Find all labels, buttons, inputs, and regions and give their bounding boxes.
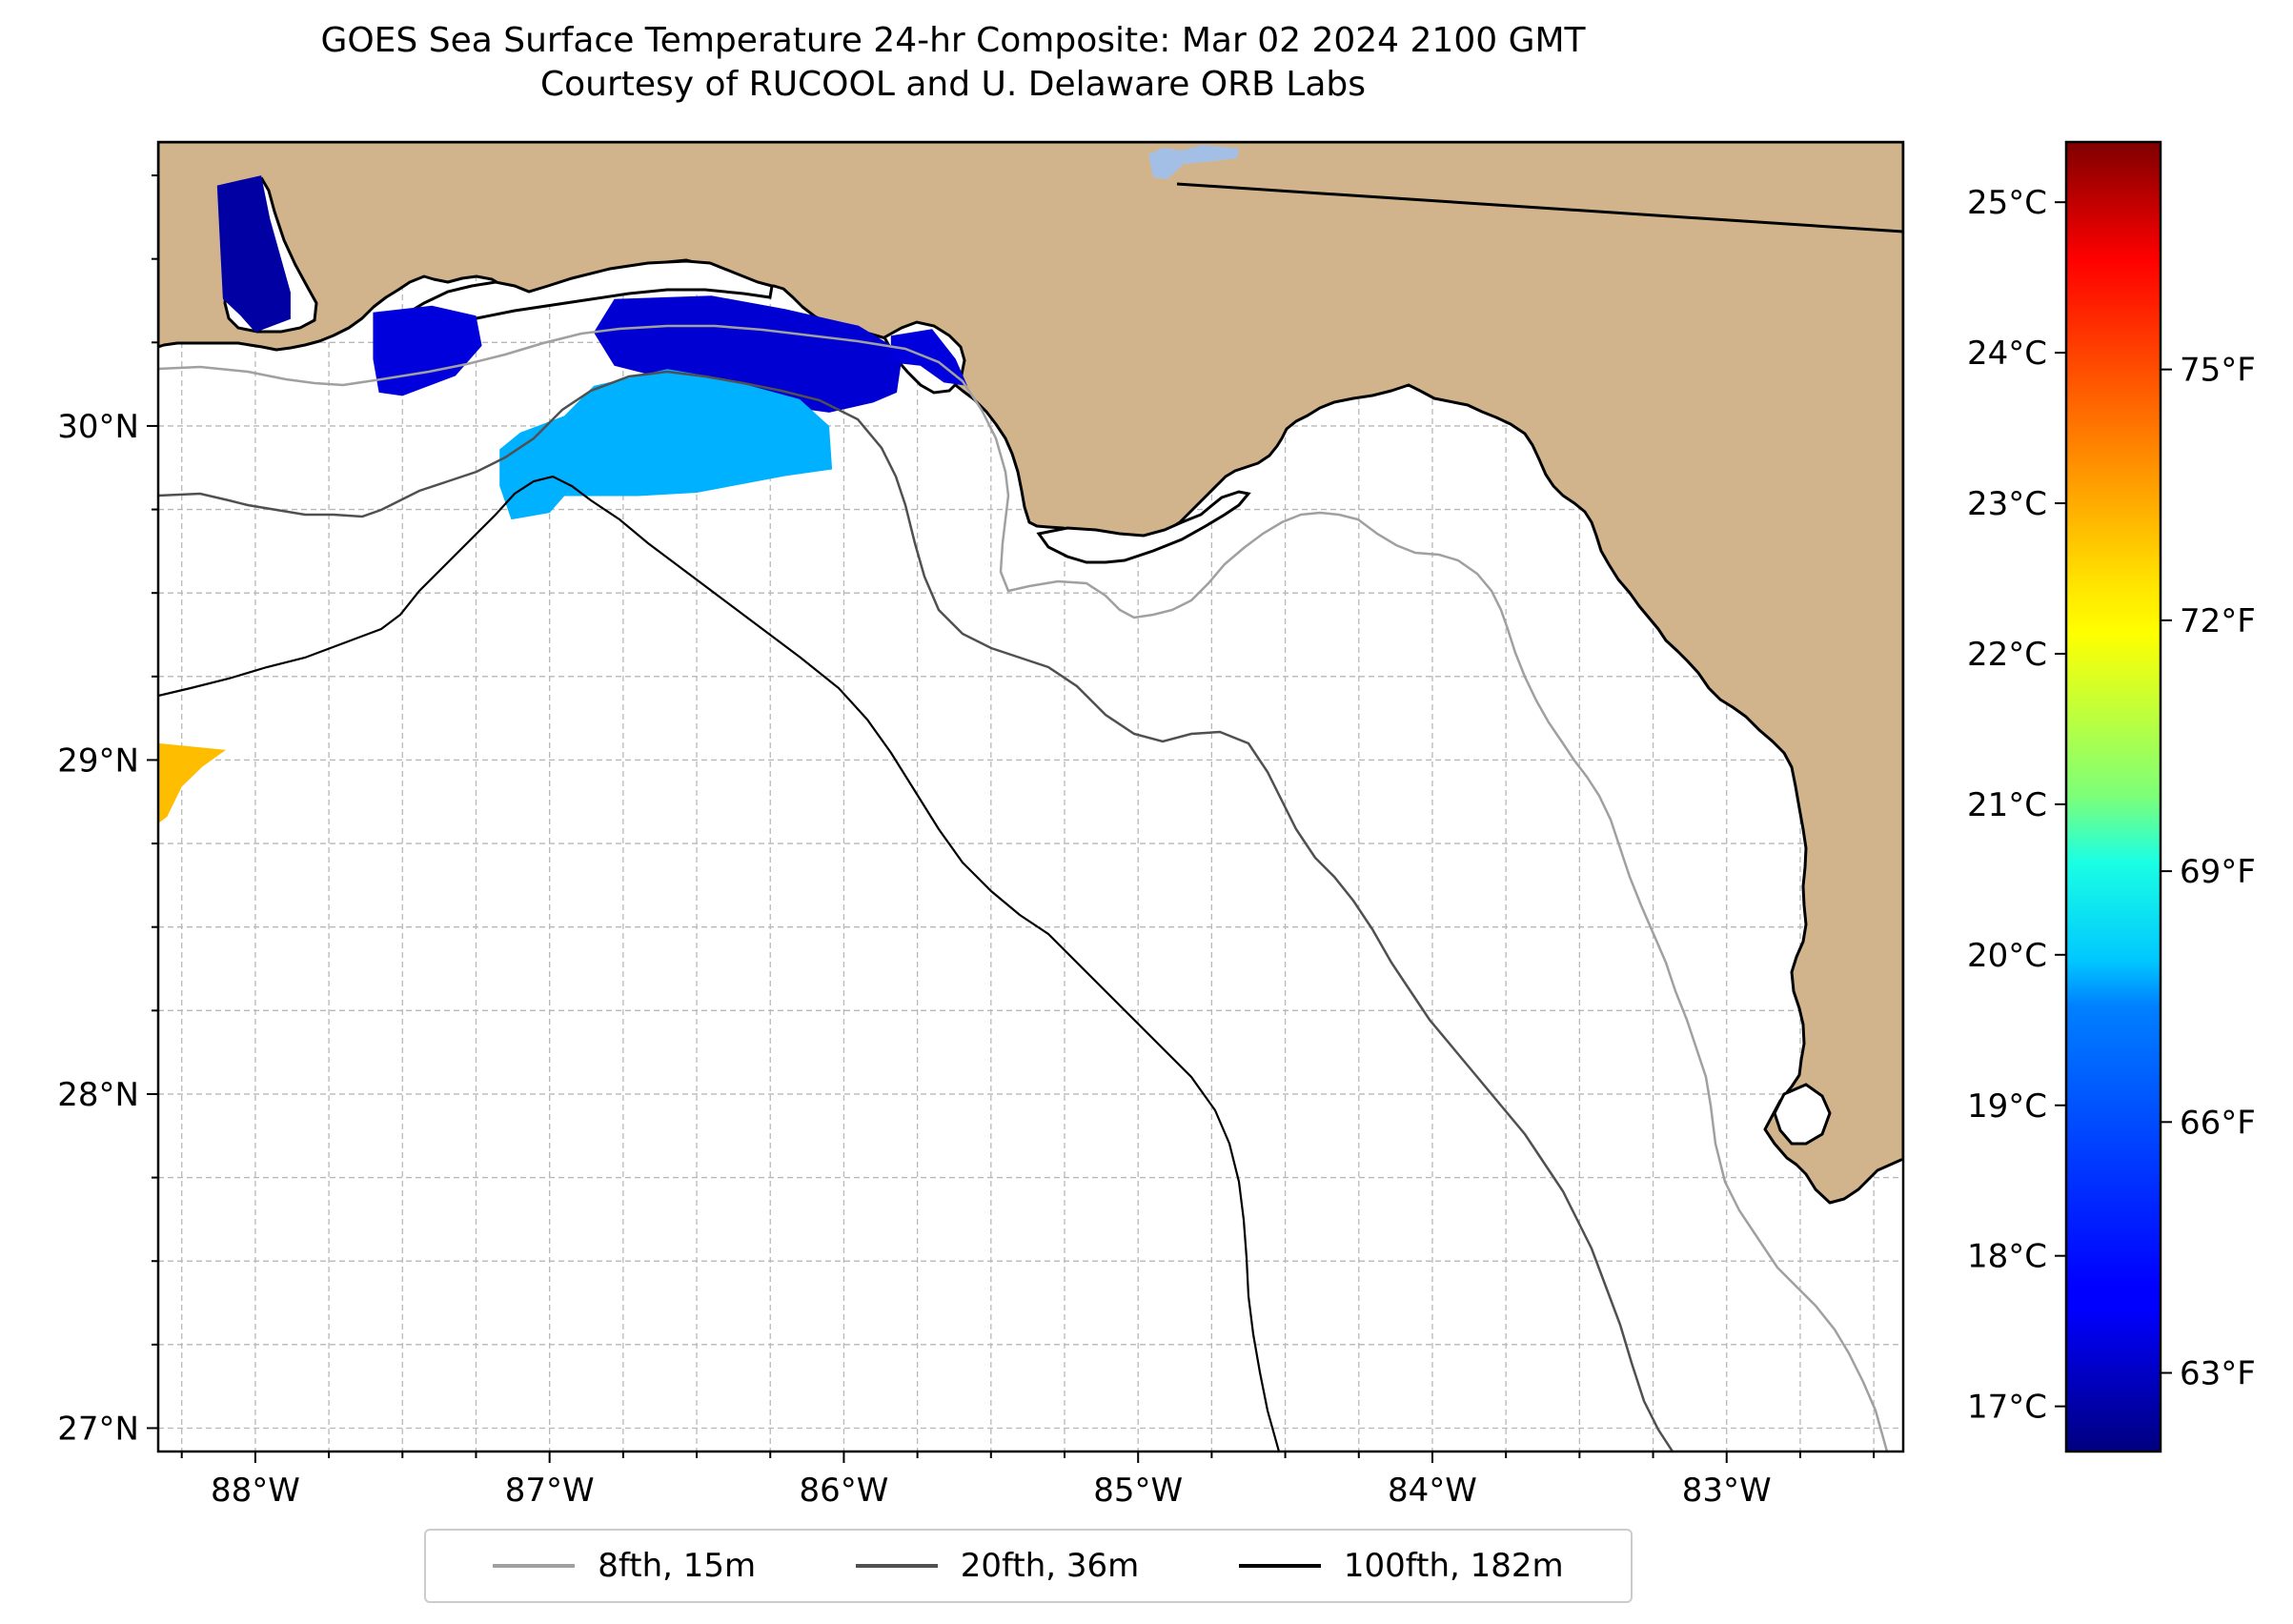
upper-inland-water [1148,145,1239,179]
sst-patch-west-edge-warm [158,742,226,823]
title-line-1: GOES Sea Surface Temperature 24-hr Compo… [320,21,1586,60]
isobath-100fth [158,475,1281,1451]
colorbar-gradient [2066,142,2161,1451]
state-border [1176,182,1903,233]
lat-tick-label: 30°N [57,408,139,446]
legend-item-20fth: 20fth, 36m [855,1547,1140,1585]
lon-tick-label: 86°W [799,1472,888,1510]
celsius-tick-label: 21°C [1967,786,2047,824]
celsius-tick-label: 17°C [1967,1389,2047,1427]
sst-patch-mobile-bay [216,175,291,333]
sst-patches [158,175,968,823]
legend-label-100fth: 100fth, 182m [1343,1547,1564,1585]
fahrenheit-tick-label: 66°F [2180,1104,2256,1142]
colorbar: 17°C 18°C 19°C 20°C 21°C 22°C 23°C 24°C 25°C 63°F… [1967,140,2256,1453]
tampa-bay-water [1773,1083,1832,1146]
lon-tick-label: 84°W [1388,1472,1477,1510]
lat-tick-label: 27°N [57,1410,139,1448]
legend-item-100fth: 100fth, 182m [1238,1547,1564,1585]
sst-patch-perdido-pensacola [373,305,482,396]
celsius-tick-label: 24°C [1967,335,2047,373]
fahrenheit-tick-label: 75°F [2180,352,2256,390]
lat-tick-label: 28°N [57,1076,139,1114]
celsius-tick-label: 19°C [1967,1087,2047,1126]
lon-tick-label: 83°W [1682,1472,1772,1510]
legend-swatch-20fth [855,1564,938,1568]
apalachicola-bay-water [1036,490,1251,564]
chart-title: GOES Sea Surface Temperature 24-hr Compo… [0,19,1906,107]
fahrenheit-tick-label: 72°F [2180,602,2256,640]
fahrenheit-tick-label: 63°F [2180,1355,2256,1393]
legend-swatch-8fth [493,1564,576,1568]
map-panel [158,142,1903,1451]
colorbar-frame [2064,140,2162,1453]
legend-swatch-100fth [1238,1564,1321,1568]
legend-label-20fth: 20fth, 36m [960,1547,1140,1585]
fahrenheit-tick-label: 69°F [2180,853,2256,891]
legend-item-8fth: 8fth, 15m [493,1547,756,1585]
pensacola-bay-water [402,259,774,330]
celsius-tick-label: 20°C [1967,937,2047,975]
sst-patch-destin-shelf [499,369,833,520]
lat-tick-label: 29°N [57,741,139,780]
title-line-2: Courtesy of RUCOOL and U. Delaware ORB L… [539,65,1367,104]
colorbar-ticks: 17°C 18°C 19°C 20°C 21°C 22°C 23°C 24°C 25°C 63°F… [1967,184,2256,1426]
celsius-tick-label: 18°C [1967,1238,2047,1276]
map-frame [156,140,1905,1453]
celsius-tick-label: 22°C [1967,636,2047,674]
legend-label-8fth: 8fth, 15m [598,1547,757,1585]
lon-tick-label: 88°W [211,1472,300,1510]
isobath-legend: 8fth, 15m 20fth, 36m 100fth, 182m [424,1529,1633,1603]
celsius-tick-label: 23°C [1967,485,2047,523]
lon-tick-label: 87°W [505,1472,595,1510]
isobath-8fth [158,324,1889,1451]
lon-tick-label: 85°W [1093,1472,1183,1510]
sst-figure: 88°W 87°W 86°W 85°W 84°W 83°W 27°N 28°N 29°N 30°N… [57,140,2256,1510]
map-axes: 88°W 87°W 86°W 85°W 84°W 83°W 27°N 28°N 29°N 30°N [57,174,1876,1510]
isobath-20fth [158,370,1674,1451]
celsius-tick-label: 25°C [1967,184,2047,222]
